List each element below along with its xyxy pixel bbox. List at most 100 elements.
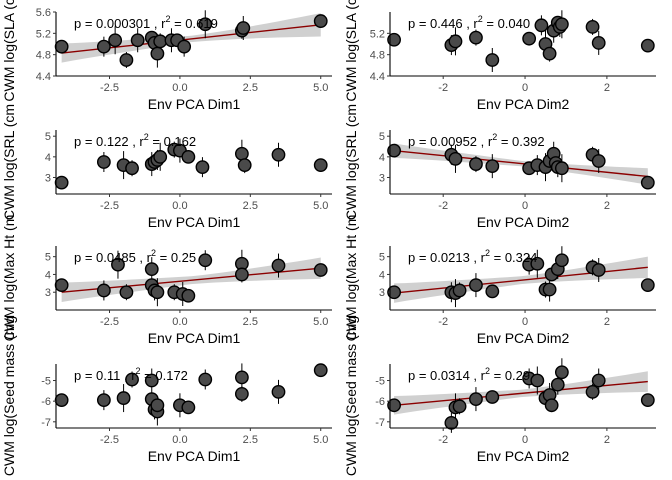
data-point xyxy=(150,46,165,61)
x-axis-title: Env PCA Dim1 xyxy=(148,330,241,346)
y-tick-label: 3 xyxy=(45,287,51,299)
y-tick-label: 4 xyxy=(379,269,385,281)
x-tick-label: -2.5 xyxy=(100,82,119,94)
data-point xyxy=(96,393,111,408)
x-tick-label: 5.0 xyxy=(313,200,328,212)
data-point xyxy=(271,258,286,273)
y-axis-title: CWM log(SRL (cm xyxy=(343,104,359,220)
x-tick-label: -2 xyxy=(438,316,448,328)
data-point xyxy=(54,278,69,293)
y-tick-label: 4.8 xyxy=(370,50,385,62)
data-point xyxy=(234,387,249,401)
y-tick-label: 3 xyxy=(379,172,385,184)
data-point xyxy=(542,46,557,61)
data-point xyxy=(448,34,463,49)
data-point xyxy=(485,284,500,299)
data-point xyxy=(119,53,134,67)
panel-ht-dim2: -2 0 2 3 4 5 Env PCA Dim2 p = 0.0213 , r2 = 0.3… xyxy=(379,246,656,346)
data-point xyxy=(469,392,483,406)
y-axis-title: CWM log(Seed mass (mg xyxy=(343,316,359,476)
data-point xyxy=(313,363,328,378)
panel-sla-dim2: -2 0 2 4.4 4.8 5.2 Env PCA Dim2 p = 0.446 , r2 … xyxy=(370,10,656,112)
data-point xyxy=(485,390,500,404)
data-point xyxy=(452,399,467,414)
y-tick-label: 5.2 xyxy=(36,28,51,40)
x-tick-label: 0.0 xyxy=(172,434,187,446)
stat-annotation: p = 0.0213 , r2 = 0.324 xyxy=(408,248,537,265)
data-point xyxy=(96,283,111,298)
y-tick-label: 3 xyxy=(379,287,385,299)
x-tick-label: 2.5 xyxy=(243,316,258,328)
data-point xyxy=(313,158,328,172)
y-tick-label: 5 xyxy=(45,252,51,264)
x-tick-label: 0.0 xyxy=(172,200,187,212)
x-tick-label: 2.5 xyxy=(243,82,258,94)
panel-seed-dim2: -2 0 2 -7 -6 -5 Env PCA Dim2 p = 0.0314 , r2 = … xyxy=(375,358,656,464)
y-tick-label: -6 xyxy=(41,396,51,408)
data-point xyxy=(150,398,165,413)
data-point xyxy=(96,39,111,54)
data-point xyxy=(591,154,606,168)
x-axis-title: Env PCA Dim1 xyxy=(148,448,241,464)
data-point xyxy=(469,157,483,171)
y-tick-label: 3 xyxy=(45,172,51,184)
y-tick-label: 5.6 xyxy=(36,7,51,19)
data-point xyxy=(530,373,545,388)
data-point xyxy=(640,38,655,53)
y-axis-title: CWM log(Max Ht (m xyxy=(1,215,17,342)
data-point xyxy=(125,372,139,387)
x-tick-label: -2.5 xyxy=(100,434,119,446)
data-point xyxy=(640,393,655,408)
y-axis-title: CWM log(Seed mass (mg xyxy=(1,316,17,476)
y-tick-label: 4 xyxy=(379,152,385,164)
data-point xyxy=(554,365,569,380)
x-tick-label: 5.0 xyxy=(313,82,328,94)
x-tick-label: 0.0 xyxy=(172,82,187,94)
x-axis-title: Env PCA Dim2 xyxy=(477,330,570,346)
panel-seed-dim1: -2.5 0.0 2.5 5.0 -7 -6 -5 Env PCA Dim1 CWM log(S… xyxy=(1,316,332,476)
x-axis-title: Env PCA Dim2 xyxy=(477,96,570,112)
x-tick-label: 0 xyxy=(522,82,528,94)
y-tick-label: 5 xyxy=(379,252,385,264)
data-point xyxy=(585,20,600,34)
x-tick-label: -2 xyxy=(438,82,448,94)
data-point xyxy=(198,253,213,268)
panel-ht-dim1: -2.5 0.0 2.5 5.0 3 4 5 Env PCA Dim1 CWM log(Max … xyxy=(1,215,332,346)
data-point xyxy=(181,288,196,303)
y-tick-label: -5 xyxy=(41,376,51,388)
data-point xyxy=(234,370,249,385)
data-point xyxy=(387,398,401,413)
data-point xyxy=(153,149,168,164)
data-point xyxy=(469,30,483,45)
y-tick-label: 5 xyxy=(379,131,385,143)
x-axis-title: Env PCA Dim2 xyxy=(477,448,570,464)
data-point xyxy=(530,256,545,271)
data-point xyxy=(554,253,569,268)
data-point xyxy=(198,372,213,387)
data-point xyxy=(144,373,159,388)
data-point xyxy=(591,36,606,50)
stat-annotation: p = 0.122 , r2 = 0.162 xyxy=(74,132,196,149)
data-point xyxy=(234,267,249,282)
data-point xyxy=(111,257,125,272)
y-tick-label: 5 xyxy=(45,131,51,143)
x-tick-label: -2.5 xyxy=(100,200,119,212)
data-point xyxy=(550,377,565,392)
data-point xyxy=(271,384,286,399)
data-point xyxy=(387,143,401,158)
data-point xyxy=(54,39,69,54)
data-point xyxy=(554,161,569,176)
data-point xyxy=(448,152,463,166)
data-point xyxy=(313,263,328,277)
y-tick-label: 5.2 xyxy=(370,28,385,40)
data-point xyxy=(96,155,111,169)
y-tick-label: -5 xyxy=(375,376,385,388)
data-point xyxy=(640,175,655,190)
x-tick-label: 2 xyxy=(604,82,610,94)
y-axis-title: CWM log(SRL (cm xyxy=(1,104,17,220)
data-point xyxy=(452,283,467,298)
y-axis-title: CWM log(Max Ht (m xyxy=(343,215,359,342)
regression-line xyxy=(394,380,648,406)
x-tick-label: 0 xyxy=(522,316,528,328)
